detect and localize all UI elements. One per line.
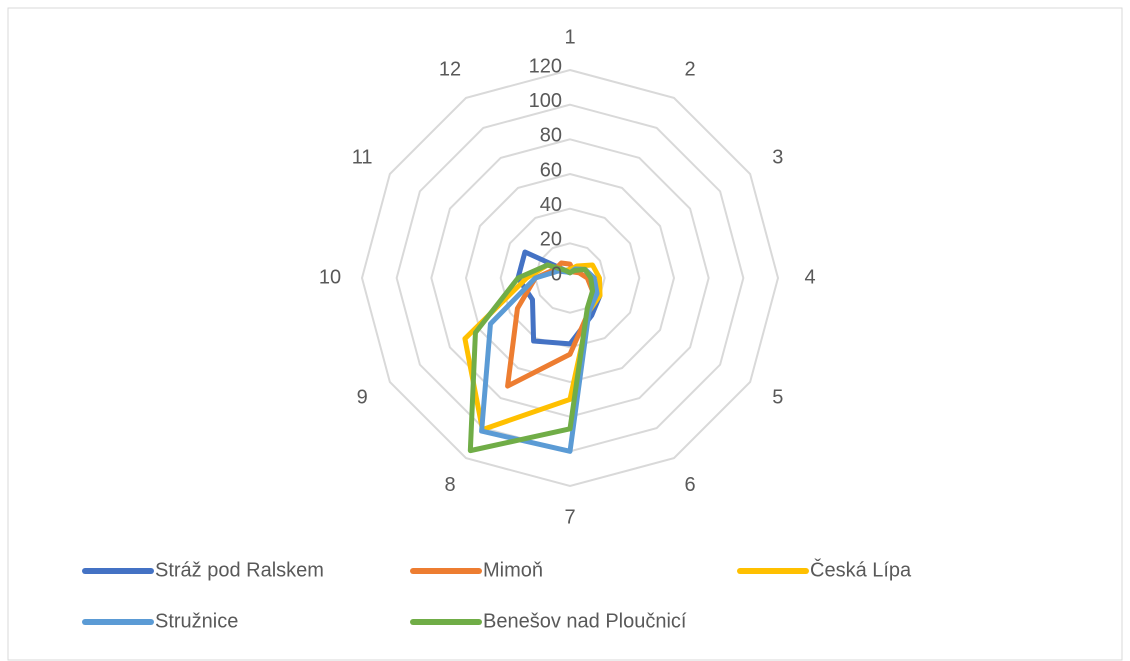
legend-label: Benešov nad Ploučnicí (483, 610, 687, 632)
r-tick-label: 60 (540, 159, 562, 181)
grid-ring (360, 68, 780, 488)
r-tick-label: 100 (529, 90, 562, 112)
category-label: 5 (772, 386, 783, 408)
r-tick-label: 20 (540, 229, 562, 251)
category-label: 7 (564, 506, 575, 528)
category-label: 1 (564, 26, 575, 48)
r-tick-label: 80 (540, 125, 562, 147)
category-label: 10 (319, 266, 341, 288)
grid-ring (464, 172, 676, 384)
category-label: 6 (684, 474, 695, 496)
category-label: 9 (357, 386, 368, 408)
legend-label: Stráž pod Ralskem (155, 559, 324, 581)
category-label: 4 (804, 266, 815, 288)
legend-label: Mimoň (483, 559, 543, 581)
grid-ring (499, 207, 641, 349)
r-tick-label: 40 (540, 194, 562, 216)
series-line (467, 262, 596, 454)
chart-frame (7, 7, 1123, 661)
category-label: 11 (352, 146, 373, 168)
r-tick-label: 0 (551, 263, 562, 285)
category-label: 3 (772, 146, 783, 168)
legend-label: Stružnice (155, 610, 238, 632)
legend-label: Česká Lípa (810, 558, 912, 581)
r-tick-label: 120 (529, 55, 562, 77)
category-label: 12 (439, 58, 461, 80)
category-label: 8 (444, 474, 455, 496)
category-label: 2 (684, 58, 695, 80)
